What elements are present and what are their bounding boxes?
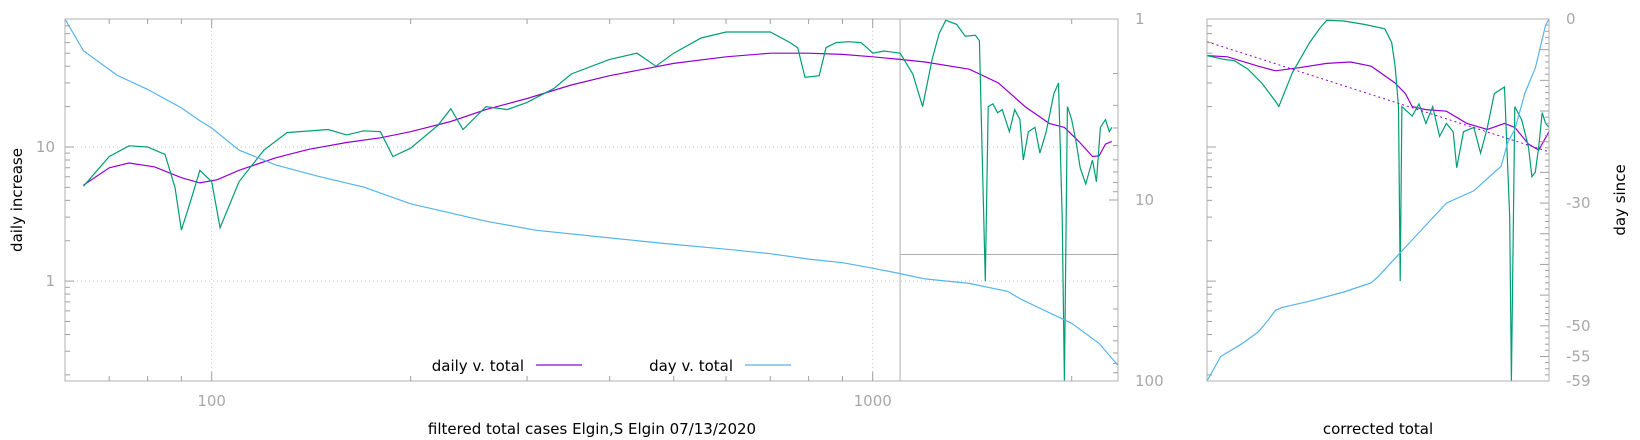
main-y2-tick-label: 1 xyxy=(1135,10,1145,28)
legend-label-day-v-total: day v. total xyxy=(649,357,733,375)
side-y2-axis-label: day since xyxy=(1611,164,1629,235)
main-grid xyxy=(65,19,1118,381)
side-series-2 xyxy=(1207,41,1549,153)
side-series-group xyxy=(1207,19,1549,381)
main-y2-tick-label: 10 xyxy=(1135,191,1154,209)
main-x-tick-label: 100 xyxy=(197,392,226,410)
side-y2-tick-label: -30 xyxy=(1566,194,1591,212)
side-y2-tick-label: -59 xyxy=(1566,372,1591,390)
main-y-tick-label: 1 xyxy=(45,272,55,290)
legend: daily v. total day v. total xyxy=(432,357,791,375)
main-series-1 xyxy=(83,19,1113,381)
legend-label-daily-v-total: daily v. total xyxy=(432,357,524,375)
side-y2-tick-label: -50 xyxy=(1566,317,1591,335)
side-series-3 xyxy=(1207,19,1549,381)
side-chart-panel: 0 -30 -50 -55 -59 corrected total day since xyxy=(1206,10,1629,438)
main-ticks: 100 1000 1 10 1 10 100 xyxy=(36,10,1164,410)
main-y-tick-label: 10 xyxy=(36,138,55,156)
main-series-group xyxy=(65,19,1118,381)
main-y2-tick-label: 100 xyxy=(1135,372,1164,390)
side-y2-tick-label: -55 xyxy=(1566,347,1591,365)
main-chart-panel: 100 1000 1 10 1 10 100 filtered total cases El… xyxy=(8,10,1164,438)
side-series-0 xyxy=(1207,55,1549,151)
main-x-tick-label: 1000 xyxy=(854,392,892,410)
side-y2-tick-label: 0 xyxy=(1566,10,1576,28)
side-ticks: 0 -30 -50 -55 -59 xyxy=(1207,10,1591,390)
main-series-daily-v-total xyxy=(83,52,1113,186)
main-series-day-v-total xyxy=(65,19,1118,366)
side-plot-frame xyxy=(1206,18,1550,382)
side-series-1 xyxy=(1207,19,1549,381)
main-plot-frame xyxy=(64,18,1119,382)
side-x-axis-label: corrected total xyxy=(1323,420,1433,438)
main-y-axis-label: daily increase xyxy=(8,148,26,252)
main-x-axis-label: filtered total cases Elgin,S Elgin 07/13… xyxy=(428,420,756,438)
